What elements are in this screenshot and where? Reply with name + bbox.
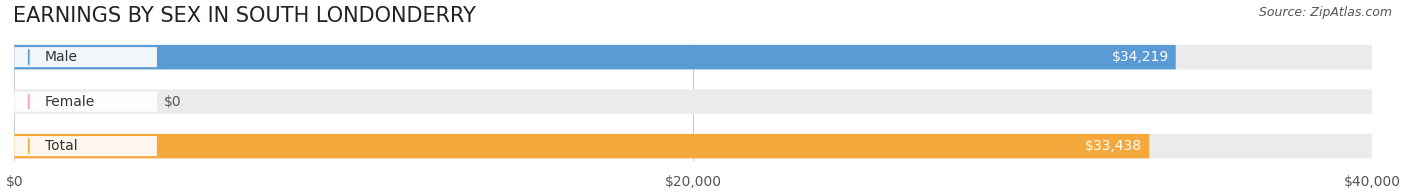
FancyBboxPatch shape — [14, 134, 1149, 158]
FancyBboxPatch shape — [14, 89, 1372, 114]
FancyBboxPatch shape — [14, 45, 1175, 69]
FancyBboxPatch shape — [14, 134, 1372, 158]
FancyBboxPatch shape — [14, 92, 157, 112]
FancyBboxPatch shape — [14, 47, 157, 67]
Text: Total: Total — [45, 139, 77, 153]
Text: Female: Female — [45, 95, 96, 109]
Text: $0: $0 — [163, 95, 181, 109]
FancyBboxPatch shape — [14, 45, 1372, 69]
Text: Male: Male — [45, 50, 77, 64]
Text: Source: ZipAtlas.com: Source: ZipAtlas.com — [1258, 6, 1392, 19]
Text: EARNINGS BY SEX IN SOUTH LONDONDERRY: EARNINGS BY SEX IN SOUTH LONDONDERRY — [13, 5, 475, 26]
Text: $33,438: $33,438 — [1085, 139, 1143, 153]
Text: $34,219: $34,219 — [1112, 50, 1168, 64]
FancyBboxPatch shape — [14, 136, 157, 156]
